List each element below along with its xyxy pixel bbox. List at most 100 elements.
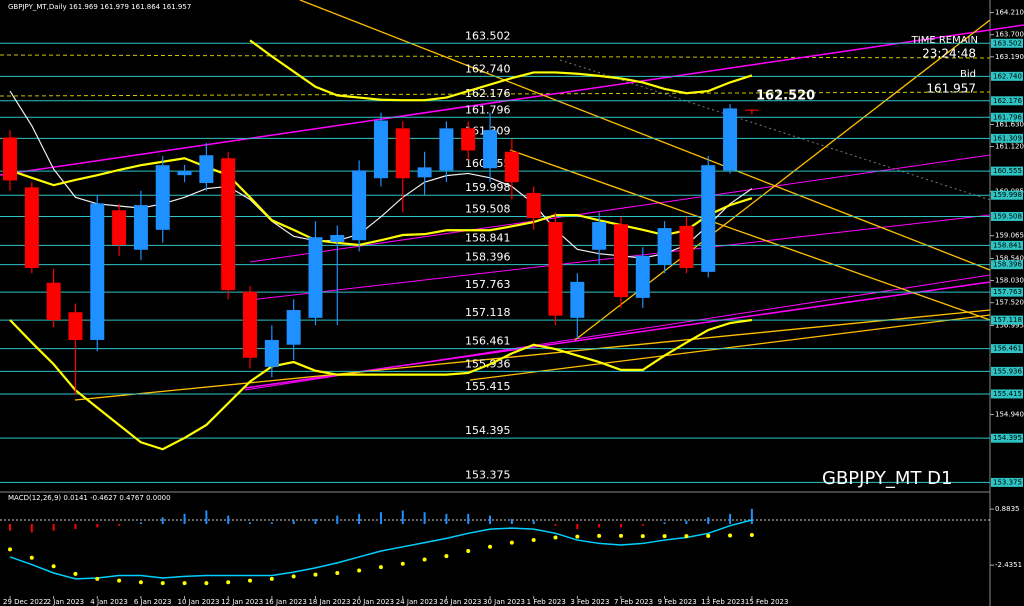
level-label: 157.118 — [465, 306, 511, 319]
candle-body — [112, 210, 127, 245]
signal-dot — [335, 570, 340, 575]
x-tick-label: 18 Jan 2023 — [308, 598, 350, 606]
trendline — [74, 309, 991, 401]
candle-body — [570, 281, 585, 318]
x-tick-label: 29 Dec 2022 — [3, 598, 48, 606]
level-box — [991, 38, 1023, 48]
level-box-label: 160.555 — [993, 167, 1022, 175]
y-tick-label: 163.190 — [995, 53, 1024, 61]
y-tick-label: 161.120 — [995, 143, 1024, 151]
time-remain: 23:24:48 — [922, 47, 976, 61]
level-box — [991, 477, 1023, 487]
trendline — [469, 314, 991, 381]
y-tick-label: 163.700 — [995, 31, 1024, 39]
level-box-label: 155.415 — [993, 390, 1022, 398]
level-box-label: 156.461 — [993, 345, 1022, 353]
candle-body — [264, 339, 279, 367]
candle-body — [68, 312, 83, 340]
y-tick-label: 158.030 — [995, 277, 1024, 285]
candle-body — [526, 192, 541, 219]
signal-dot — [378, 565, 383, 570]
level-label: 162.176 — [465, 87, 511, 100]
macd-line — [9, 519, 753, 580]
candle-body — [461, 128, 476, 151]
candle-body — [199, 155, 214, 183]
signal-dot — [728, 533, 733, 538]
level-box-label: 157.763 — [993, 288, 1022, 296]
trendline — [0, 24, 1024, 176]
candle-body — [177, 170, 192, 176]
level-box-label: 159.998 — [993, 191, 1022, 199]
candle-body — [723, 108, 738, 171]
level-box — [991, 433, 1023, 443]
signal-dot — [597, 533, 602, 538]
x-tick-label: 4 Jan 2023 — [90, 598, 128, 606]
signal-dot — [51, 564, 56, 569]
level-label: 154.395 — [465, 424, 511, 437]
signal-dot — [444, 554, 449, 559]
x-tick-label: 10 Jan 2023 — [178, 598, 220, 606]
level-box-label: 158.396 — [993, 261, 1022, 269]
level-box — [991, 211, 1023, 221]
level-box — [991, 260, 1023, 270]
indicator-line — [9, 318, 753, 451]
y-tick-label: 159.065 — [995, 232, 1024, 240]
level-box — [991, 166, 1023, 176]
candle-body — [592, 222, 607, 250]
signal-dot — [466, 549, 471, 554]
indicator-line — [249, 39, 753, 102]
signal-dot — [204, 581, 209, 586]
signal-dot — [422, 557, 427, 562]
x-tick-label: 1 Feb 2023 — [527, 598, 566, 606]
signal-dot — [400, 561, 405, 566]
candle-body — [548, 222, 563, 316]
level-label: 159.508 — [465, 202, 511, 215]
signal-dot — [117, 578, 122, 583]
signal-dot — [488, 544, 493, 549]
bid-label: Bid — [960, 69, 976, 80]
signal-dot — [357, 568, 362, 573]
candle-body — [330, 235, 345, 242]
signal-dot — [553, 535, 558, 540]
level-box — [991, 315, 1023, 325]
signal-dot — [269, 576, 274, 581]
candle-body — [352, 170, 367, 241]
signal-dot — [749, 532, 754, 537]
level-label: 153.375 — [465, 468, 511, 481]
x-tick-label: 7 Feb 2023 — [614, 598, 653, 606]
indicator-line — [9, 157, 753, 247]
level-box — [991, 133, 1023, 143]
y-tick-label: 157.520 — [995, 299, 1024, 307]
candle-body — [744, 109, 759, 111]
level-box-label: 162.740 — [993, 72, 1022, 80]
level-box-label: 153.375 — [993, 478, 1022, 486]
candle-body — [133, 205, 148, 250]
candle-body — [155, 165, 170, 230]
signal-dot — [160, 581, 165, 586]
y-tick-label: 0.8835 — [995, 505, 1020, 513]
level-label: 163.502 — [465, 29, 511, 42]
time-remain-label: TIME REMAIN — [911, 35, 978, 46]
level-box-label: 163.502 — [993, 39, 1022, 47]
candle-body — [373, 120, 388, 179]
candle-body — [483, 130, 498, 169]
candle-body — [243, 291, 258, 358]
candle-body — [286, 310, 301, 345]
y-tick-label: -2.4351 — [995, 561, 1022, 569]
level-box-label: 157.118 — [993, 316, 1022, 324]
signal-dot — [575, 534, 580, 539]
level-label: 155.936 — [465, 357, 511, 370]
x-tick-label: 26 Jan 2023 — [439, 598, 481, 606]
level-label: 156.461 — [465, 335, 511, 348]
trendline — [249, 154, 991, 263]
signal-dot — [313, 572, 318, 577]
level-box-label: 158.841 — [993, 241, 1022, 249]
candle-body — [3, 137, 17, 181]
signal-dot — [640, 534, 645, 539]
signal-dot — [182, 581, 187, 586]
level-box — [991, 96, 1023, 106]
signal-dot — [95, 576, 100, 581]
level-label: 157.763 — [465, 278, 511, 291]
